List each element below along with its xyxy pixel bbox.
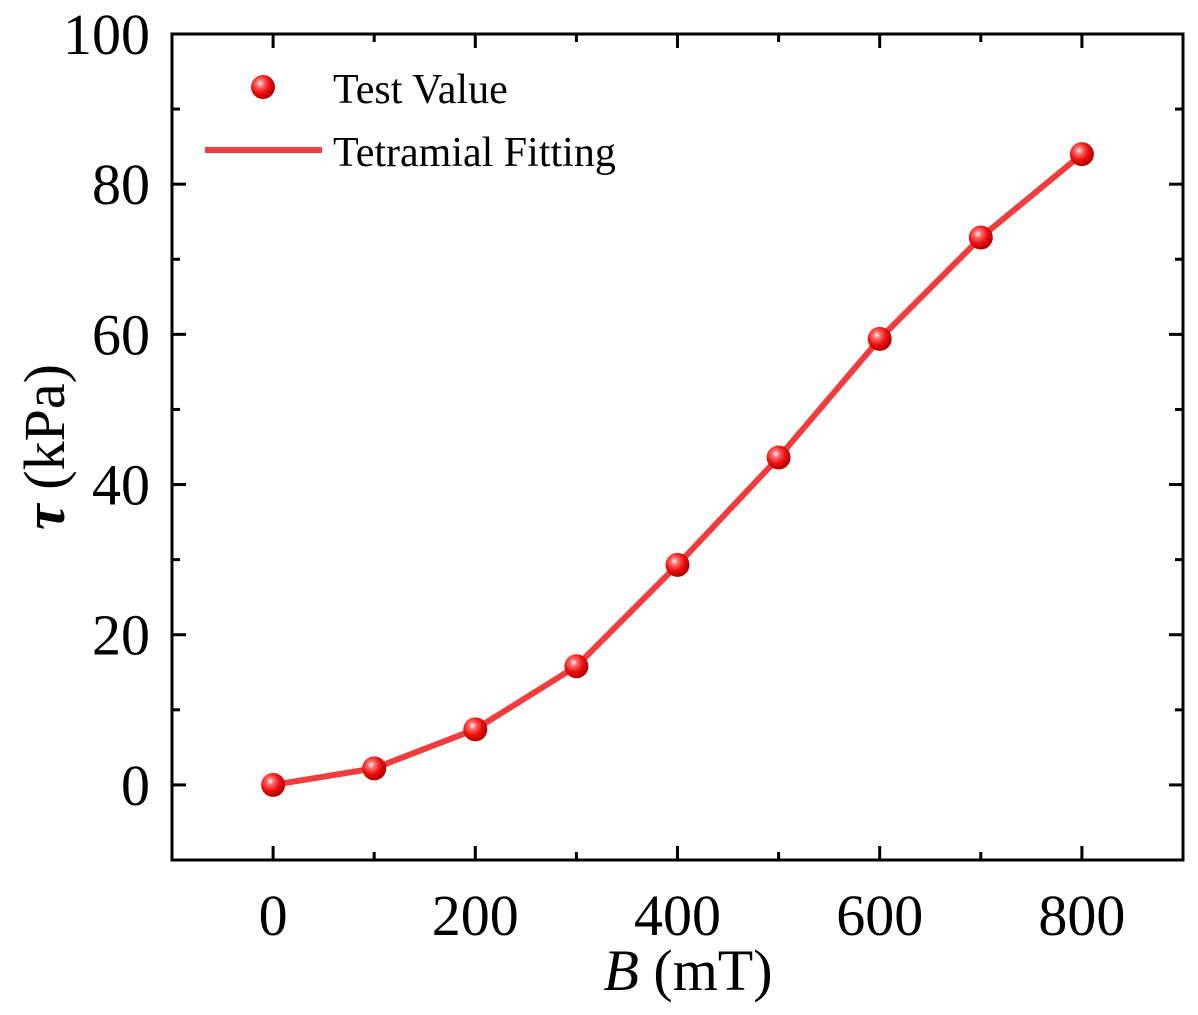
x-tick-label: 0 [259, 883, 288, 948]
plot-frame-group [170, 32, 1185, 862]
x-tick-label: 600 [836, 883, 923, 948]
x-tick-label: 200 [432, 883, 519, 948]
y-tick-label: 20 [92, 603, 150, 668]
x-axis-title: B (mT) [603, 938, 772, 1003]
series-fitting-line [270, 151, 1085, 788]
y-axis-unit: (kPa) [12, 364, 77, 504]
data-point-test-value [1069, 142, 1094, 167]
data-point-test-value [766, 445, 791, 470]
series-points-group [261, 142, 1094, 797]
axis-tick-labels: 0 200 400 600 800 0 20 40 60 80 100 [63, 2, 1125, 948]
axis-ticks [172, 32, 1183, 860]
data-point-test-value [463, 717, 488, 742]
data-point-test-value [968, 225, 993, 250]
y-tick-label: 0 [121, 753, 150, 818]
data-point-test-value [261, 772, 286, 797]
x-axis-var: B [603, 938, 638, 1003]
y-tick-label: 40 [92, 453, 150, 518]
x-tick-label: 400 [634, 883, 721, 948]
data-point-test-value [867, 326, 892, 351]
data-point-test-value [362, 756, 387, 781]
legend: Test Value Tetramial Fitting [205, 67, 616, 176]
plot-frame [170, 32, 1185, 862]
x-axis-unit: (mT) [639, 938, 773, 1003]
data-point-test-value [665, 552, 690, 577]
legend-label-test-value: Test Value [333, 67, 508, 113]
y-axis-var: τ [12, 502, 77, 530]
y-tick-label: 100 [63, 2, 150, 67]
data-point-test-value [564, 654, 589, 679]
legend-marker-test-value [251, 75, 275, 99]
y-tick-label: 60 [92, 302, 150, 367]
y-axis-title: τ (kPa) [12, 364, 77, 530]
series-line-group [270, 151, 1085, 788]
y-tick-label: 80 [92, 152, 150, 217]
x-tick-label: 800 [1038, 883, 1125, 948]
legend-label-fitting: Tetramial Fitting [333, 130, 616, 176]
